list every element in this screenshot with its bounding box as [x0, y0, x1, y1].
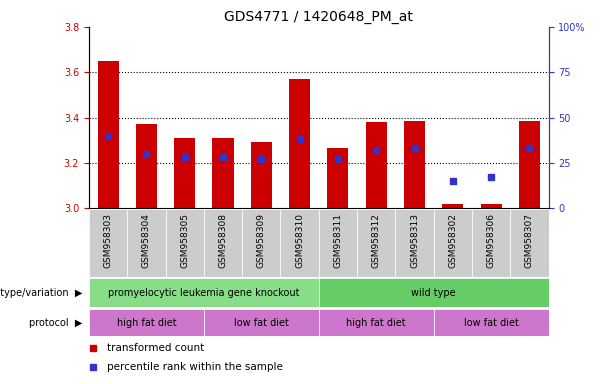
Bar [97, 61, 118, 208]
Bar [204, 309, 319, 336]
Bar [395, 209, 434, 277]
Bar [281, 209, 319, 277]
Text: GSM958305: GSM958305 [180, 213, 189, 268]
Bar [319, 309, 434, 336]
Bar [204, 209, 242, 277]
Text: percentile rank within the sample: percentile rank within the sample [107, 362, 283, 372]
Text: high fat diet: high fat diet [116, 318, 176, 328]
Bar [128, 209, 166, 277]
Bar [174, 138, 195, 208]
Text: GSM958309: GSM958309 [257, 213, 266, 268]
Text: GSM958308: GSM958308 [218, 213, 227, 268]
Bar [136, 124, 157, 208]
Bar [404, 121, 425, 208]
Bar [472, 209, 510, 277]
Bar [166, 209, 204, 277]
Text: GSM958307: GSM958307 [525, 213, 534, 268]
Bar [519, 121, 540, 208]
Text: high fat diet: high fat diet [346, 318, 406, 328]
Text: low fat diet: low fat diet [463, 318, 519, 328]
Bar [242, 209, 281, 277]
Text: wild type: wild type [411, 288, 456, 298]
Bar [366, 122, 387, 208]
Bar [289, 79, 310, 208]
Text: GSM958304: GSM958304 [142, 213, 151, 268]
Title: GDS4771 / 1420648_PM_at: GDS4771 / 1420648_PM_at [224, 10, 413, 25]
Bar [319, 278, 549, 307]
Bar [481, 204, 501, 208]
Text: genotype/variation  ▶: genotype/variation ▶ [0, 288, 83, 298]
Bar [443, 204, 463, 208]
Text: low fat diet: low fat diet [234, 318, 289, 328]
Text: protocol  ▶: protocol ▶ [29, 318, 83, 328]
Bar [434, 309, 549, 336]
Text: GSM958302: GSM958302 [448, 213, 457, 268]
Text: GSM958310: GSM958310 [295, 213, 304, 268]
Bar [89, 278, 319, 307]
Bar [510, 209, 549, 277]
Bar [89, 209, 128, 277]
Bar [213, 138, 234, 208]
Text: GSM958311: GSM958311 [333, 213, 343, 268]
Text: GSM958312: GSM958312 [371, 213, 381, 268]
Text: GSM958313: GSM958313 [410, 213, 419, 268]
Text: GSM958303: GSM958303 [104, 213, 113, 268]
Bar [434, 209, 472, 277]
Text: promyelocytic leukemia gene knockout: promyelocytic leukemia gene knockout [108, 288, 300, 298]
Text: transformed count: transformed count [107, 343, 205, 353]
Text: GSM958306: GSM958306 [487, 213, 496, 268]
Bar [89, 309, 204, 336]
Bar [357, 209, 395, 277]
Bar [327, 148, 348, 208]
Bar [319, 209, 357, 277]
Bar [251, 142, 272, 208]
